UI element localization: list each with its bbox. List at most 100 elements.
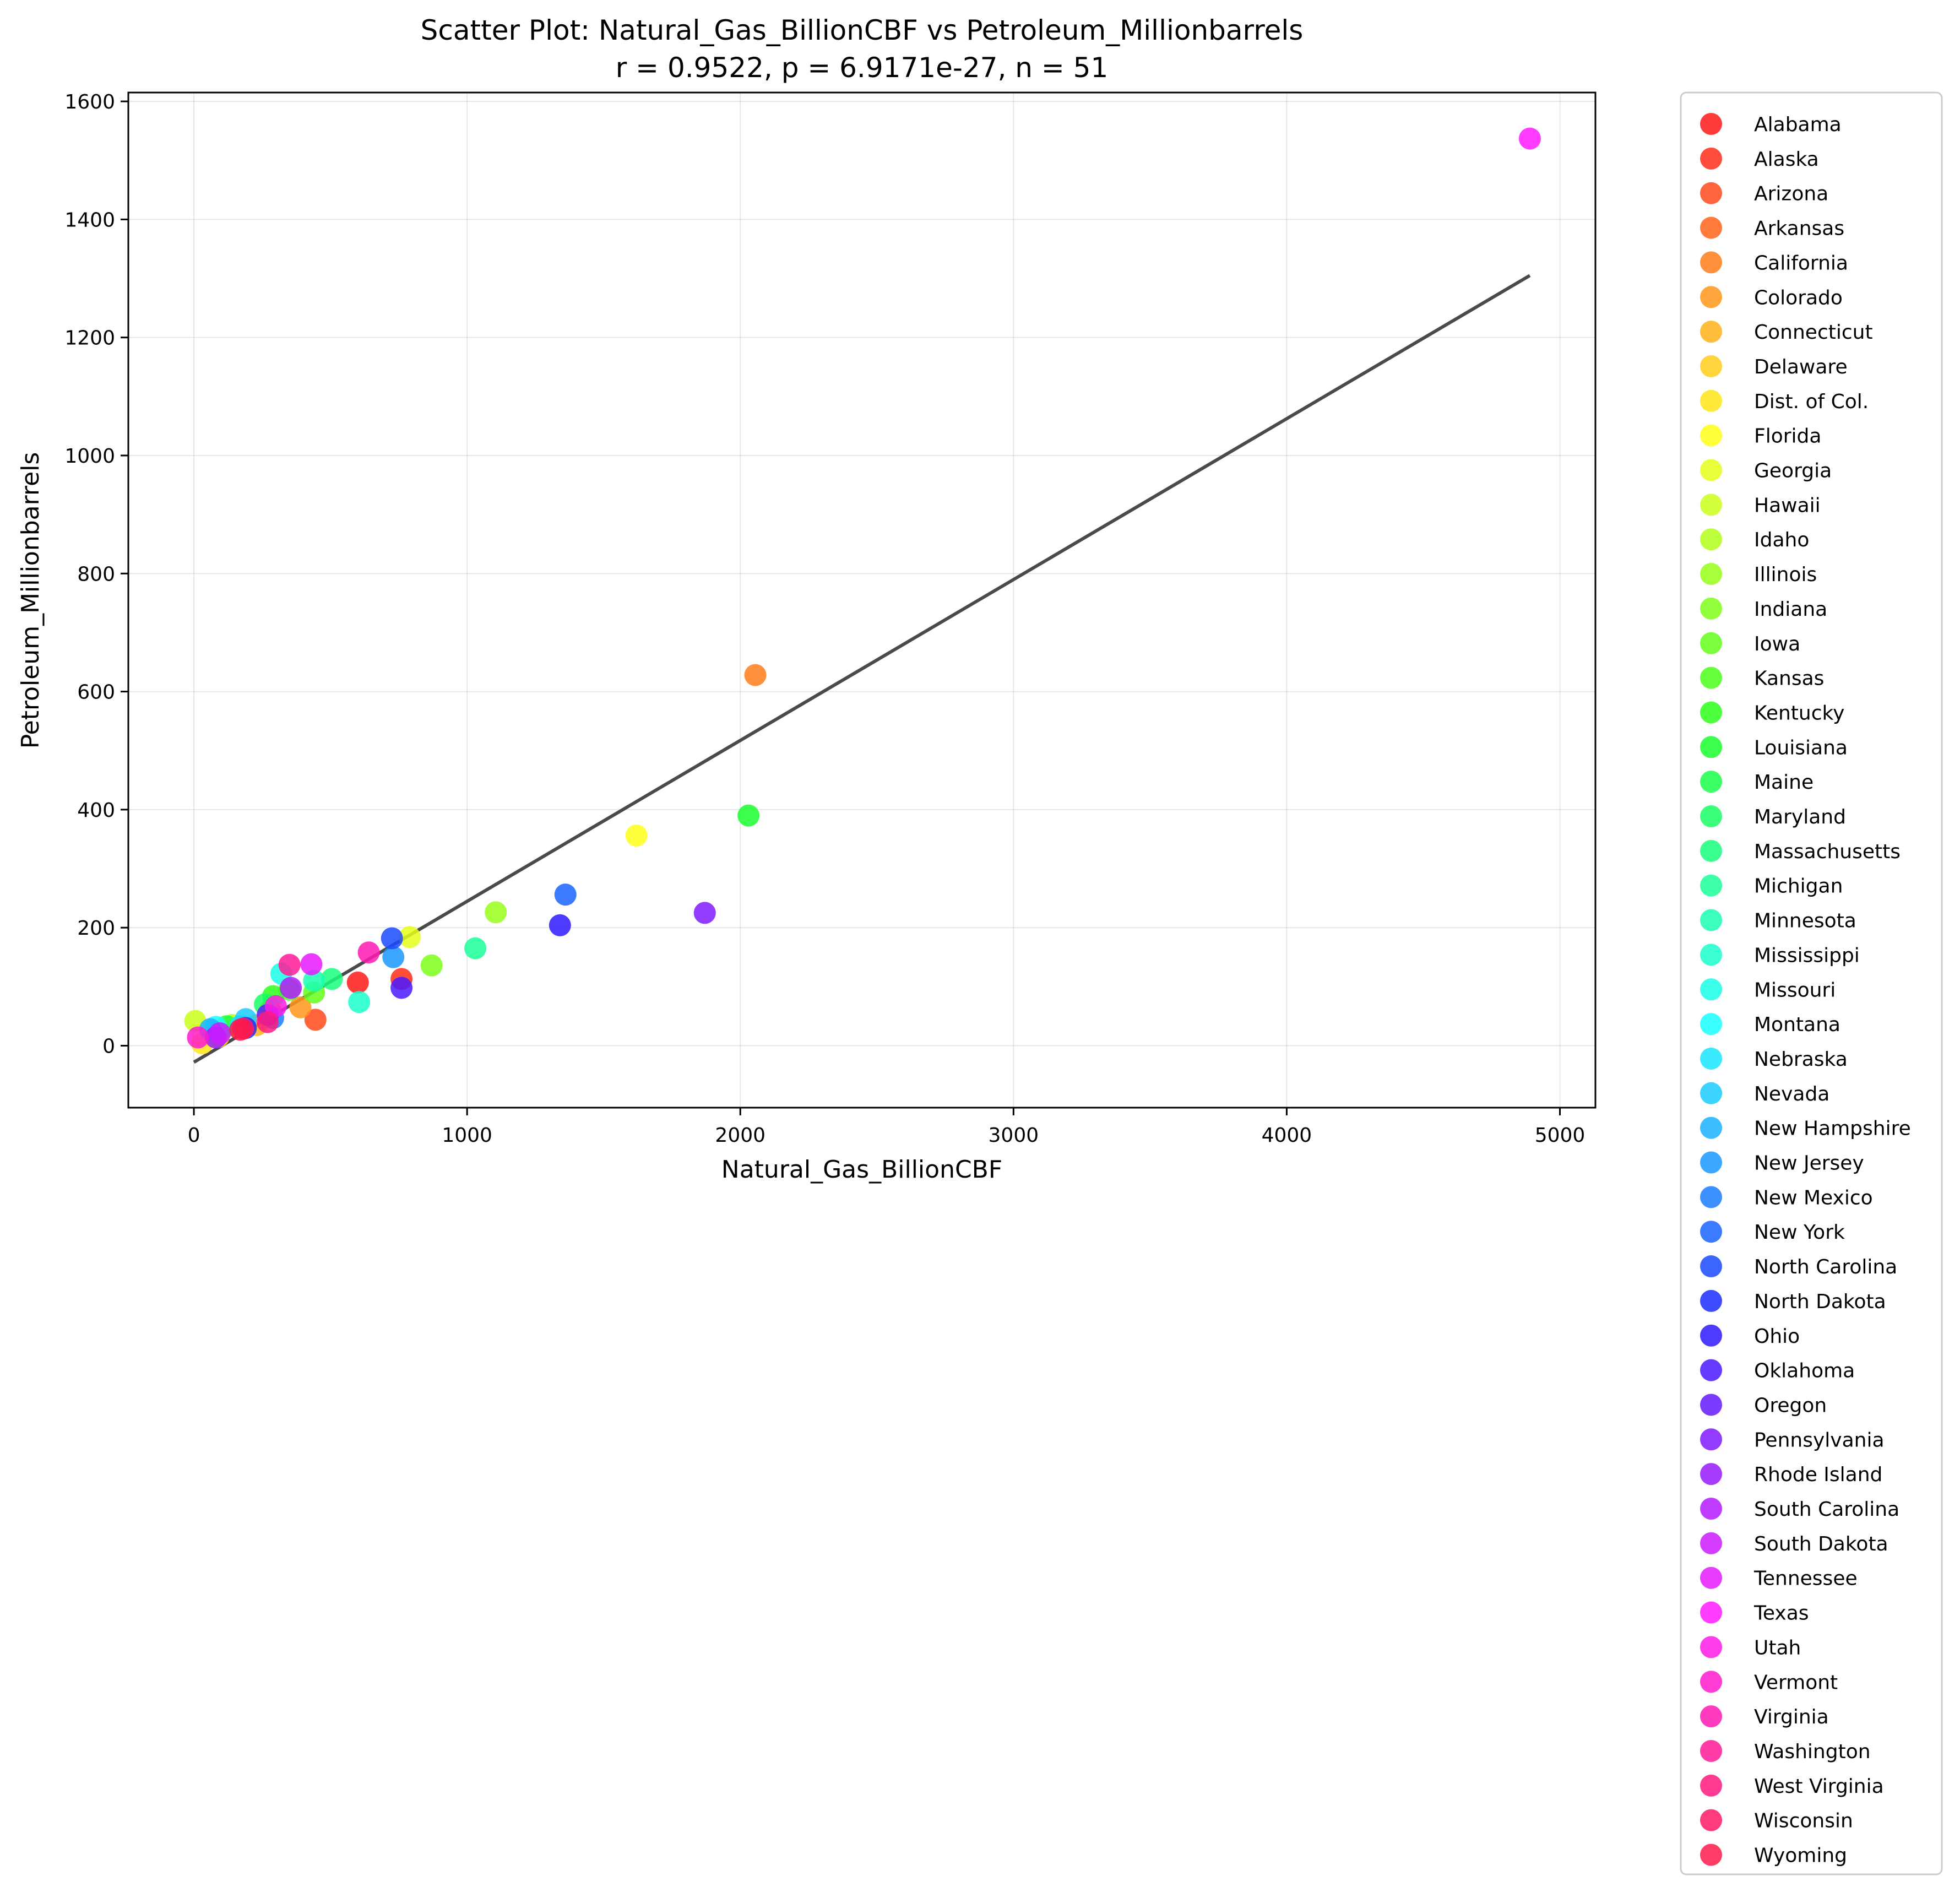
data-point — [187, 1026, 209, 1049]
legend-label: North Dakota — [1754, 1291, 1886, 1313]
legend-label: Rhode Island — [1754, 1463, 1882, 1486]
legend-label: Arkansas — [1754, 218, 1844, 240]
legend-label: Utah — [1754, 1636, 1801, 1659]
x-tick-label: 2000 — [715, 1124, 765, 1147]
legend-marker — [1700, 1324, 1722, 1347]
legend-label: New Jersey — [1754, 1152, 1864, 1175]
legend-label: South Dakota — [1754, 1533, 1888, 1555]
legend-marker — [1700, 1844, 1722, 1866]
legend-label: Alabama — [1754, 113, 1842, 136]
data-point — [348, 991, 371, 1013]
x-tick-label: 0 — [188, 1124, 200, 1147]
legend-marker — [1700, 355, 1722, 377]
legend-marker — [1700, 632, 1722, 654]
x-tick-label: 4000 — [1262, 1124, 1312, 1147]
data-point — [554, 883, 577, 906]
legend-marker — [1700, 1013, 1722, 1036]
legend-label: Indiana — [1754, 598, 1827, 621]
legend-label: Delaware — [1754, 356, 1848, 378]
x-tick-label: 3000 — [989, 1124, 1039, 1147]
legend-marker — [1700, 805, 1722, 827]
y-tick-label: 400 — [77, 799, 115, 822]
legend-marker — [1700, 1151, 1722, 1174]
legend-label: Tennessee — [1753, 1568, 1858, 1590]
legend-marker — [1700, 389, 1722, 412]
legend-label: Georgia — [1754, 460, 1832, 483]
legend-marker — [1700, 1255, 1722, 1278]
data-point — [390, 977, 413, 999]
legend-label: Texas — [1753, 1602, 1809, 1625]
legend-marker — [1700, 251, 1722, 274]
legend-marker — [1700, 771, 1722, 793]
y-tick-label: 800 — [77, 563, 115, 586]
legend-marker — [1700, 563, 1722, 586]
legend-marker — [1700, 1047, 1722, 1070]
legend-marker — [1700, 874, 1722, 897]
legend-label: North Carolina — [1754, 1256, 1897, 1278]
y-tick-label: 200 — [77, 917, 115, 940]
legend: Alabama Alaska Arizona Arkansas California Co… — [1680, 91, 1943, 1875]
data-point — [420, 954, 443, 977]
legend-label: West Virginia — [1754, 1775, 1884, 1798]
data-point — [321, 968, 343, 990]
legend-marker — [1700, 1636, 1722, 1658]
data-point — [744, 664, 767, 686]
legend-marker — [1700, 1498, 1722, 1520]
data-points — [184, 127, 1541, 1055]
legend-marker — [1700, 666, 1722, 689]
plot-frame — [127, 91, 1597, 1109]
legend-label: Minnesota — [1754, 910, 1856, 933]
data-point — [1518, 127, 1541, 150]
legend-label: Alaska — [1754, 148, 1819, 171]
data-point — [737, 804, 760, 827]
data-point — [229, 1018, 252, 1041]
legend-marker — [1700, 1428, 1722, 1451]
data-point — [464, 937, 487, 959]
legend-marker — [1700, 321, 1722, 343]
legend-label: Maine — [1754, 771, 1814, 794]
legend-label: Massachusetts — [1754, 841, 1901, 863]
legend-label: New York — [1754, 1221, 1845, 1244]
data-point — [549, 914, 571, 936]
data-point — [693, 902, 716, 924]
legend-label: Colorado — [1754, 286, 1843, 309]
data-point — [303, 969, 325, 992]
legend-marker — [1700, 839, 1722, 862]
legend-label: Oregon — [1754, 1394, 1827, 1417]
x-tick-label: 1000 — [442, 1124, 492, 1147]
legend-marker — [1700, 1671, 1722, 1693]
data-point — [300, 953, 323, 975]
legend-marker — [1700, 944, 1722, 966]
y-axis-label: Petroleum_Millionbarrels — [17, 452, 45, 749]
legend-marker — [1700, 1739, 1722, 1762]
data-point — [625, 825, 648, 847]
legend-marker — [1700, 528, 1722, 551]
legend-label: California — [1754, 252, 1848, 274]
legend-label: Pennsylvania — [1754, 1429, 1885, 1451]
data-point — [382, 946, 405, 968]
legend-marker — [1700, 736, 1722, 758]
legend-label: Dist. of Col. — [1754, 391, 1869, 413]
legend-label: Nevada — [1754, 1083, 1829, 1105]
legend-label: Louisiana — [1754, 736, 1848, 759]
legend-label: Connecticut — [1754, 321, 1873, 344]
legend-marker — [1700, 1186, 1722, 1208]
grid — [128, 93, 1595, 1108]
legend-label: Maryland — [1754, 806, 1846, 828]
data-point — [346, 971, 369, 994]
data-point — [280, 977, 302, 999]
legend-marker — [1700, 216, 1722, 239]
x-axis: 0 1000 2000 3000 4000 5000 — [188, 1108, 1586, 1147]
data-point — [398, 926, 421, 948]
legend-box — [1680, 91, 1943, 1875]
y-tick-label: 1200 — [64, 327, 115, 350]
legend-label: Wyoming — [1754, 1845, 1847, 1867]
data-point — [257, 1011, 279, 1033]
legend-label: Florida — [1754, 425, 1821, 448]
legend-marker — [1700, 1221, 1722, 1243]
x-tick-label: 5000 — [1535, 1124, 1586, 1147]
legend-marker — [1700, 597, 1722, 620]
legend-marker — [1700, 1532, 1722, 1554]
legend-marker — [1700, 978, 1722, 1001]
